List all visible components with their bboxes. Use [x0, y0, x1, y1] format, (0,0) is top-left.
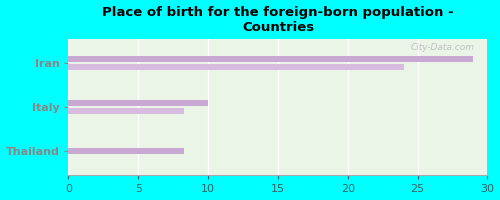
Bar: [68, 56, 473, 62]
Bar: [68, 100, 208, 106]
Bar: [68, 108, 184, 114]
Bar: [68, 148, 184, 154]
Text: City-Data.com: City-Data.com: [411, 43, 475, 52]
Bar: [68, 64, 404, 70]
Title: Place of birth for the foreign-born population -
Countries: Place of birth for the foreign-born popu…: [102, 6, 454, 34]
